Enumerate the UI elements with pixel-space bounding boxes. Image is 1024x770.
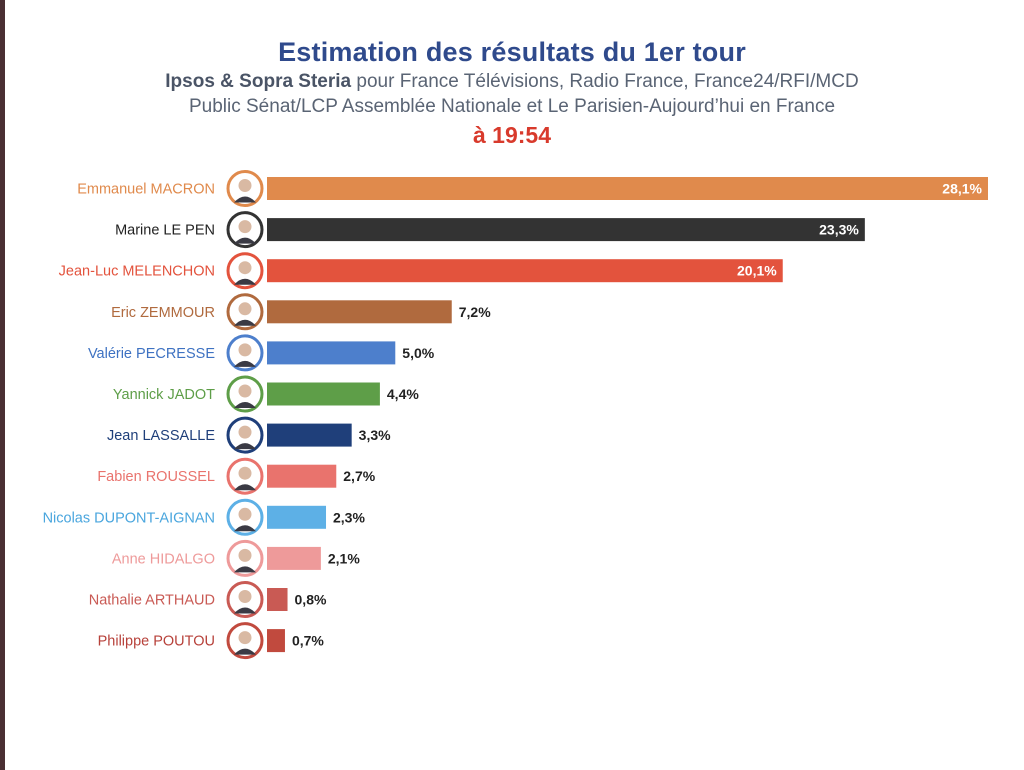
value-label-yannick-jadot: 4,4% — [387, 386, 419, 402]
result-time: à 19:54 — [472, 122, 551, 148]
avatar-shoulders — [234, 237, 256, 244]
category-label-marine-le-pen: Marine LE PEN — [115, 223, 215, 239]
category-label-anne-hidalgo: Anne HIDALGO — [112, 551, 215, 567]
avatar-face — [238, 302, 252, 316]
avatar-shoulders — [234, 525, 256, 532]
avatar-fabien-roussel — [226, 457, 264, 495]
bar-eric-zemmour — [267, 300, 452, 324]
avatar-shoulders — [234, 402, 256, 408]
bar-marine-le-pen — [267, 218, 865, 242]
avatar-shoulders — [234, 484, 256, 491]
value-label-marine-le-pen: 23,3% — [819, 222, 859, 238]
avatar-anne-hidalgo — [226, 539, 264, 577]
value-label-eric-zemmour: 7,2% — [459, 304, 491, 320]
value-label-nathalie-arthaud: 0,8% — [295, 592, 327, 608]
avatar-shoulders — [234, 319, 256, 326]
value-label-emmanuel-macron: 28,1% — [942, 181, 982, 197]
avatar-face — [238, 466, 252, 480]
avatar-face — [238, 343, 252, 357]
avatar-nathalie-arthaud — [226, 581, 264, 618]
chart-subtitle-line-2: Public Sénat/LCP Assemblée Nationale et … — [188, 96, 836, 117]
bar-valerie-pecresse — [267, 341, 396, 365]
avatar-shoulders — [234, 278, 256, 285]
avatar-face — [238, 384, 252, 398]
avatar-shoulders — [234, 443, 256, 450]
value-label-jean-lassalle: 3,3% — [359, 427, 391, 443]
avatar-face — [238, 220, 252, 234]
category-label-jean-lassalle: Jean LASSALLE — [107, 428, 215, 444]
category-label-emmanuel-macron: Emmanuel MACRON — [77, 182, 215, 198]
bar-anne-hidalgo — [267, 546, 321, 570]
avatar-emmanuel-macron — [226, 170, 264, 207]
avatar-shoulders — [234, 648, 256, 655]
value-label-fabien-roussel: 2,7% — [343, 468, 375, 484]
bar-yannick-jadot — [267, 382, 380, 406]
value-label-anne-hidalgo: 2,1% — [328, 550, 360, 566]
category-label-nicolas-dupont-aignan: Nicolas DUPONT-AIGNAN — [43, 510, 215, 526]
bar-emmanuel-macron — [267, 177, 988, 200]
avatar-face — [238, 507, 252, 521]
chart-header: Estimation des résultats du 1er tour Ips… — [0, 36, 1024, 150]
avatar-shoulders — [234, 566, 256, 573]
avatar-philippe-poutou — [226, 622, 264, 660]
bar-nicolas-dupont-aignan — [267, 505, 327, 529]
bar-nathalie-arthaud — [267, 588, 288, 611]
category-label-nathalie-arthaud: Nathalie ARTHAUD — [89, 593, 215, 609]
avatar-shoulders — [234, 360, 256, 367]
avatar-eric-zemmour — [226, 293, 264, 331]
value-label-valerie-pecresse: 5,0% — [402, 345, 434, 361]
avatar-marine-le-pen — [226, 211, 264, 249]
avatar-face — [238, 179, 252, 192]
category-label-fabien-roussel: Fabien ROUSSEL — [97, 469, 215, 485]
avatar-face — [238, 261, 252, 275]
chart-title: Estimation des résultats du 1er tour — [278, 37, 746, 67]
avatar-jean-luc-melenchon — [226, 252, 264, 290]
avatar-shoulders — [234, 196, 256, 203]
avatar-jean-lassalle — [226, 416, 264, 454]
left-edge-border — [0, 0, 5, 770]
avatar-face — [238, 548, 252, 562]
subtitle-organization: Ipsos & Sopra Steria — [165, 71, 352, 92]
value-label-nicolas-dupont-aignan: 2,3% — [333, 509, 365, 525]
category-label-philippe-poutou: Philippe POUTOU — [98, 634, 215, 650]
avatar-face — [238, 590, 252, 603]
value-label-philippe-poutou: 0,7% — [292, 633, 324, 649]
category-label-jean-luc-melenchon: Jean-Luc MELENCHON — [59, 264, 215, 280]
bar-philippe-poutou — [267, 629, 285, 653]
avatar-shoulders — [234, 607, 256, 614]
avatar-face — [238, 425, 252, 439]
avatar-face — [238, 631, 252, 645]
category-label-eric-zemmour: Eric ZEMMOUR — [111, 305, 215, 321]
bar-fabien-roussel — [267, 464, 337, 488]
avatar-yannick-jadot — [226, 375, 264, 413]
bar-jean-luc-melenchon — [267, 259, 783, 283]
category-label-yannick-jadot: Yannick JADOT — [113, 387, 215, 403]
avatar-valerie-pecresse — [226, 334, 264, 372]
category-label-valerie-pecresse: Valérie PECRESSE — [88, 346, 215, 362]
bar-jean-lassalle — [267, 423, 352, 447]
chart-subtitle-line-1: Ipsos & Sopra Steria pour France Télévis… — [0, 70, 1024, 93]
value-label-jean-luc-melenchon: 20,1% — [737, 263, 777, 279]
subtitle-clients: pour France Télévisions, Radio France, F… — [351, 71, 859, 92]
avatar-nicolas-dupont-aignan — [226, 498, 264, 536]
